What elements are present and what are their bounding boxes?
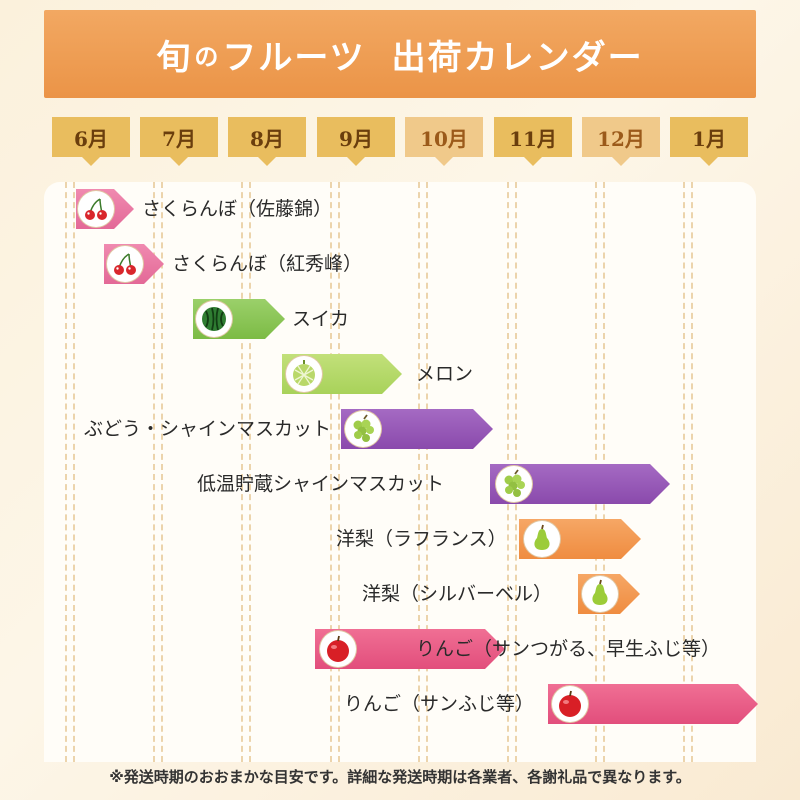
fruit-label-apple-sunfuji: りんご（サンふじ等）	[344, 693, 535, 715]
fruit-label-cherry-benishuho: さくらんぼ（紅秀峰）	[172, 253, 363, 275]
cherry-icon	[107, 246, 143, 282]
cherry-icon	[78, 191, 114, 227]
title-text-1: 旬	[156, 37, 193, 78]
title-banner: 旬 の フルーツ 出荷カレンダー	[44, 10, 756, 98]
month-label-jan: 1月	[670, 117, 748, 166]
month-label-nov: 11月	[494, 117, 572, 166]
month-label-jul: 7月	[140, 117, 218, 166]
footnote: ※発送時期のおおまかな目安です。詳細な発送時期は各業者、各謝礼品で異なります。	[109, 768, 691, 786]
month-label-oct: 10月	[405, 117, 483, 166]
fruit-label-watermelon: スイカ	[292, 308, 350, 330]
fruit-label-la-france: 洋梨（ラフランス）	[336, 528, 507, 550]
fruit-label-silver-bell: 洋梨（シルバーベル）	[362, 583, 553, 605]
month-label-dec: 12月	[582, 117, 660, 166]
grape-icon	[345, 411, 381, 447]
apple-icon	[552, 686, 588, 722]
month-label-jun: 6月	[52, 117, 130, 166]
fruit-label-cold-shine-muscat: 低温貯蔵シャインマスカット	[197, 473, 445, 495]
pear-icon	[524, 521, 560, 557]
apple-icon	[320, 631, 356, 667]
month-label-sep: 9月	[317, 117, 395, 166]
month-label-aug: 8月	[228, 117, 306, 166]
title-text-2: の	[194, 42, 221, 71]
title-text-4: 出荷カレンダー	[391, 37, 644, 78]
fruit-label-apple-early: りんご（サンつがる、早生ふじ等）	[416, 638, 721, 660]
fruit-label-melon: メロン	[416, 363, 474, 385]
grape-icon	[496, 466, 532, 502]
title-text-3: フルーツ	[222, 37, 366, 78]
watermelon-icon	[196, 301, 232, 337]
fruit-label-cherry-satonishiki: さくらんぼ（佐藤錦）	[142, 198, 333, 220]
pear-icon	[582, 576, 618, 612]
fruit-label-shine-muscat: ぶどう・シャインマスカット	[84, 418, 332, 440]
melon-icon	[286, 356, 322, 392]
